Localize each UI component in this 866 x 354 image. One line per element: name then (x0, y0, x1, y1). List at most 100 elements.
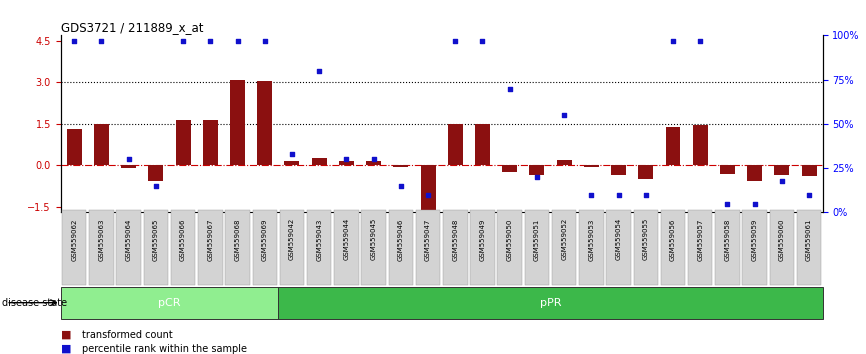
Text: pPR: pPR (540, 298, 561, 308)
Text: pCR: pCR (158, 298, 181, 308)
Bar (448, 124, 462, 165)
Bar (475, 124, 490, 165)
Point (721, 201, 734, 206)
Point (313, 68, 326, 74)
Point (503, 86, 517, 91)
FancyBboxPatch shape (552, 210, 577, 285)
Text: GSM559052: GSM559052 (561, 218, 567, 261)
FancyBboxPatch shape (470, 210, 494, 285)
FancyBboxPatch shape (525, 210, 549, 285)
FancyBboxPatch shape (253, 210, 277, 285)
Text: GSM559045: GSM559045 (371, 218, 377, 261)
FancyBboxPatch shape (579, 210, 604, 285)
Bar (557, 160, 572, 165)
FancyBboxPatch shape (171, 210, 196, 285)
Text: GSM559061: GSM559061 (806, 218, 812, 261)
Point (176, 38, 190, 44)
Text: GSM559049: GSM559049 (480, 218, 486, 261)
Bar (421, 165, 436, 210)
Bar (693, 125, 708, 165)
Point (694, 38, 708, 44)
Bar (203, 120, 217, 165)
Bar (284, 161, 300, 165)
Point (557, 112, 571, 118)
FancyBboxPatch shape (225, 210, 249, 285)
FancyBboxPatch shape (661, 210, 685, 285)
Point (94, 38, 108, 44)
FancyBboxPatch shape (389, 210, 413, 285)
FancyBboxPatch shape (307, 210, 332, 285)
Text: GSM559063: GSM559063 (99, 218, 105, 261)
Point (775, 178, 789, 183)
Point (611, 192, 625, 198)
Bar (638, 165, 653, 179)
Text: GSM559065: GSM559065 (153, 218, 158, 261)
FancyBboxPatch shape (497, 210, 522, 285)
Bar (611, 165, 626, 175)
Point (530, 174, 544, 180)
Text: GSM559042: GSM559042 (289, 218, 295, 261)
Point (258, 38, 272, 44)
FancyBboxPatch shape (61, 287, 278, 319)
Text: GDS3721 / 211889_x_at: GDS3721 / 211889_x_at (61, 21, 204, 34)
FancyBboxPatch shape (606, 210, 630, 285)
FancyBboxPatch shape (116, 210, 141, 285)
Text: GSM559047: GSM559047 (425, 218, 431, 261)
Point (285, 151, 299, 157)
Text: ■: ■ (61, 330, 71, 339)
FancyBboxPatch shape (89, 210, 113, 285)
Bar (121, 165, 136, 168)
Point (68, 38, 81, 44)
Point (366, 156, 380, 162)
FancyBboxPatch shape (144, 210, 168, 285)
Text: GSM559054: GSM559054 (616, 218, 622, 261)
Text: GSM559058: GSM559058 (725, 218, 730, 261)
FancyBboxPatch shape (715, 210, 740, 285)
Bar (148, 165, 164, 181)
Bar (176, 120, 191, 165)
Text: GSM559060: GSM559060 (779, 218, 785, 261)
Point (747, 201, 761, 206)
Text: GSM559062: GSM559062 (71, 218, 77, 261)
Bar (366, 161, 381, 165)
FancyBboxPatch shape (770, 210, 794, 285)
Bar (339, 161, 354, 165)
FancyBboxPatch shape (797, 210, 821, 285)
Text: GSM559059: GSM559059 (752, 218, 758, 261)
FancyBboxPatch shape (416, 210, 440, 285)
Point (666, 38, 680, 44)
Point (122, 156, 136, 162)
Text: percentile rank within the sample: percentile rank within the sample (82, 344, 248, 354)
FancyBboxPatch shape (361, 210, 386, 285)
Bar (802, 165, 817, 176)
FancyBboxPatch shape (62, 210, 87, 285)
Text: GSM559046: GSM559046 (397, 218, 404, 261)
Text: GSM559057: GSM559057 (697, 218, 703, 261)
Bar (584, 165, 598, 167)
Bar (393, 165, 408, 167)
Text: GSM559066: GSM559066 (180, 218, 186, 261)
Text: GSM559056: GSM559056 (670, 218, 676, 261)
Point (204, 38, 217, 44)
FancyBboxPatch shape (688, 210, 713, 285)
Point (802, 192, 816, 198)
Bar (502, 165, 517, 172)
Text: GSM559064: GSM559064 (126, 218, 132, 261)
Point (639, 192, 653, 198)
Text: ■: ■ (61, 344, 71, 354)
FancyBboxPatch shape (634, 210, 658, 285)
Text: transformed count: transformed count (82, 330, 173, 339)
Bar (774, 165, 789, 175)
Bar (230, 80, 245, 165)
Point (394, 183, 408, 189)
Text: GSM559055: GSM559055 (643, 218, 649, 261)
Text: GSM559067: GSM559067 (207, 218, 213, 261)
Bar (94, 124, 109, 165)
Text: GSM559048: GSM559048 (452, 218, 458, 261)
Bar (747, 165, 762, 181)
Text: GSM559068: GSM559068 (235, 218, 241, 261)
Text: GSM559069: GSM559069 (262, 218, 268, 261)
Text: GSM559043: GSM559043 (316, 218, 322, 261)
FancyBboxPatch shape (280, 210, 304, 285)
Point (149, 183, 163, 189)
